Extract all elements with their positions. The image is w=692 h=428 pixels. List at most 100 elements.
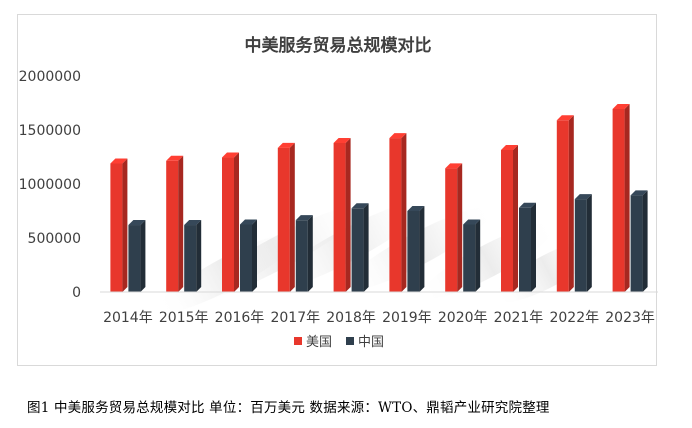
bar-cn-2016年 — [240, 219, 257, 292]
bar-top — [184, 220, 202, 226]
legend-swatch — [294, 337, 302, 345]
y-tick-label: 1000000 — [19, 177, 81, 193]
bar-us-2022年 — [556, 115, 574, 292]
bar-front — [501, 149, 513, 292]
bar-cn-2014年 — [128, 220, 146, 292]
x-tick-label: 2020年 — [438, 310, 488, 326]
bar-cn-2023年 — [630, 190, 648, 292]
bar-cn-2021年 — [519, 202, 536, 292]
bar-side — [513, 144, 518, 292]
bar-cn-2018年 — [351, 203, 369, 292]
bar-side — [140, 220, 146, 292]
y-tick-label: 1500000 — [19, 123, 81, 139]
bar-top — [110, 158, 128, 164]
x-tick-label: 2014年 — [103, 310, 153, 326]
bar-top — [612, 103, 630, 109]
bar-front — [463, 224, 476, 292]
bar-top — [222, 152, 239, 158]
bar-front — [277, 147, 290, 292]
bar-cn-2017年 — [295, 215, 313, 292]
bar-front — [184, 225, 197, 292]
bar-side — [196, 220, 202, 292]
bar-side — [345, 137, 351, 292]
bar-side — [531, 202, 536, 292]
bar-top — [630, 190, 648, 196]
figure-caption: 图1 中美服务贸易总规模对比 单位：百万美元 数据来源：WTO、鼎韬产业研究院整… — [27, 400, 550, 416]
bar-front — [128, 225, 141, 292]
bar-front — [407, 211, 420, 292]
bar-side — [178, 155, 184, 292]
bar-front — [295, 220, 308, 292]
chart-title: 中美服务贸易总规模对比 — [245, 35, 432, 56]
bar-top — [333, 137, 351, 143]
bar-front — [240, 224, 252, 292]
bar-us-2023年 — [612, 103, 630, 292]
bar-side — [234, 152, 239, 292]
legend: 美国 中国 — [294, 335, 384, 350]
bar-us-2017年 — [277, 142, 295, 292]
bar-top — [445, 163, 463, 169]
bar-front — [389, 138, 402, 292]
chart-frame: 中美服务贸易总规模对比 0 500000 1000000 1500000 2000000… — [17, 14, 658, 366]
x-tick-label: 2017年 — [270, 310, 320, 326]
bar-side — [363, 203, 369, 292]
bar-top — [463, 219, 481, 225]
bar-us-2015年 — [166, 155, 184, 292]
x-tick-label: 2015年 — [159, 310, 209, 326]
x-tick-label: 2022年 — [549, 310, 599, 326]
bar-top — [556, 115, 574, 121]
bar-us-2020年 — [445, 163, 463, 292]
bar-side — [457, 163, 463, 292]
bar-top — [277, 142, 295, 148]
bar-front — [110, 163, 123, 292]
bar-top — [166, 155, 184, 161]
bar-side — [475, 219, 481, 292]
bar-side — [289, 142, 295, 292]
y-tick-label: 2000000 — [19, 69, 81, 85]
bar-front — [222, 157, 234, 292]
bar-front — [445, 168, 458, 292]
bar-front — [574, 199, 587, 292]
chart-svg: 中美服务贸易总规模对比 0 500000 1000000 1500000 2000000… — [19, 35, 658, 350]
x-tick-label: 2021年 — [494, 310, 544, 326]
x-tick-label: 2016年 — [215, 310, 265, 326]
bar-side — [122, 158, 128, 292]
bar-us-2019年 — [389, 133, 407, 292]
bar-side — [642, 190, 648, 292]
bar-us-2021年 — [501, 144, 518, 292]
y-tick-label: 500000 — [28, 231, 81, 247]
bar-cn-2020年 — [463, 219, 481, 292]
bar-side — [307, 215, 313, 292]
bar-front — [351, 208, 364, 292]
bar-side — [252, 219, 257, 292]
bar-cn-2019年 — [407, 206, 425, 292]
bar-us-2018年 — [333, 137, 351, 292]
bar-front — [333, 142, 346, 292]
legend-label: 中国 — [358, 335, 384, 350]
bar-top — [240, 219, 257, 225]
bar-top — [519, 202, 536, 208]
bar-side — [568, 115, 574, 292]
bar-top — [295, 215, 313, 221]
bar-top — [501, 144, 518, 150]
bar-cn-2015年 — [184, 220, 202, 292]
bar-top — [128, 220, 146, 226]
bar-front — [556, 120, 569, 292]
bar-top — [407, 206, 425, 211]
legend-swatch — [346, 337, 354, 345]
x-tick-label: 2018年 — [326, 310, 376, 326]
bar-top — [389, 133, 407, 139]
x-tick-label: 2019年 — [382, 310, 432, 326]
legend-label: 美国 — [306, 335, 332, 350]
bar-front — [612, 108, 625, 292]
bar-front — [630, 195, 643, 292]
bar-us-2014年 — [110, 158, 128, 292]
bar-front — [519, 207, 531, 292]
bar-side — [586, 194, 592, 292]
bar-top — [351, 203, 369, 209]
bar-cn-2022年 — [574, 194, 592, 292]
bar-side — [624, 103, 630, 292]
y-tick-label: 0 — [72, 285, 81, 301]
bar-side — [401, 133, 407, 292]
bar-side — [419, 206, 425, 292]
